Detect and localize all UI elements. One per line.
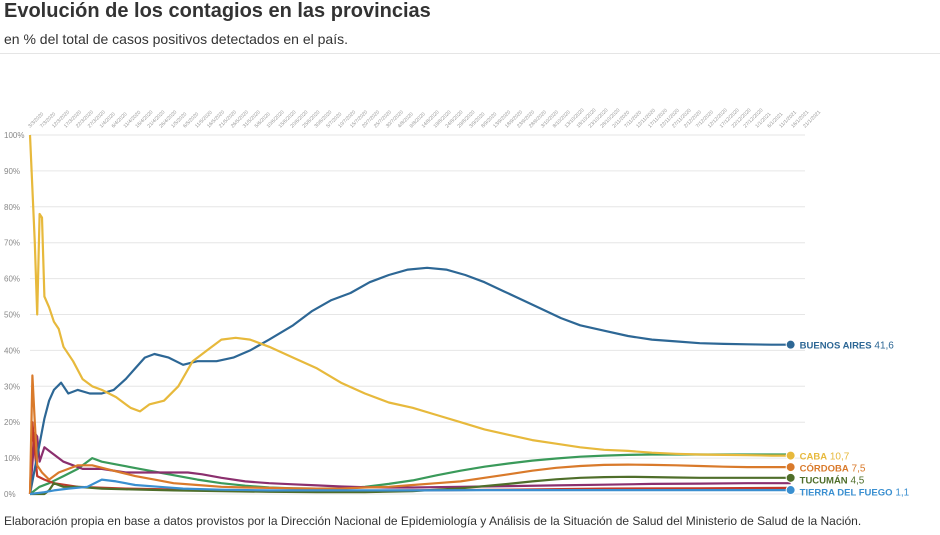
- chart-title: Evolución de los contagios en las provin…: [4, 0, 431, 22]
- series-end-marker: [785, 462, 796, 473]
- series-end-marker: [785, 450, 796, 461]
- series-end-marker: [785, 472, 796, 483]
- series-end-marker: [785, 485, 796, 496]
- chart-subtitle: en % del total de casos positivos detect…: [4, 31, 348, 47]
- series-name: TUCUMÁN: [800, 476, 848, 487]
- y-tick-label: 90%: [4, 167, 20, 176]
- series-name: CABA: [800, 452, 828, 463]
- series-end-label: TUCUMÁN 4,5: [800, 476, 865, 487]
- series-end-label: CABA 10,7: [800, 452, 850, 463]
- series-line: [28, 134, 791, 457]
- y-tick-label: 60%: [4, 275, 20, 284]
- series-line: [28, 266, 791, 495]
- series-end-value: 7,5: [849, 464, 866, 475]
- header-divider: [0, 53, 940, 54]
- y-tick-label: 50%: [4, 311, 20, 320]
- series-line: [28, 374, 791, 495]
- series-name: BUENOS AIRES: [800, 341, 872, 352]
- series-name: TIERRA DEL FUEGO: [800, 488, 893, 499]
- series-name: CÓRDOBA: [800, 463, 849, 475]
- series-line: [29, 478, 791, 496]
- series-end-value: 1,1: [893, 488, 910, 499]
- y-tick-label: 100%: [4, 131, 24, 140]
- y-tick-label: 0%: [4, 490, 16, 499]
- series-end-value: 4,5: [848, 476, 865, 487]
- source-footnote: Elaboración propia en base a datos provi…: [4, 514, 862, 528]
- series-line: [28, 431, 791, 495]
- series-end-label: CÓRDOBA 7,5: [800, 463, 866, 475]
- y-tick-label: 20%: [4, 418, 20, 427]
- series-line: [30, 475, 791, 496]
- series-end-value: 10,7: [827, 452, 850, 463]
- y-tick-label: 80%: [4, 203, 20, 212]
- series-end-label: TIERRA DEL FUEGO 1,1: [800, 488, 910, 499]
- series-end-label: BUENOS AIRES 41,6: [800, 341, 895, 352]
- y-tick-label: 40%: [4, 346, 20, 355]
- y-tick-label: 30%: [4, 382, 20, 391]
- y-tick-label: 10%: [4, 454, 20, 463]
- series-end-marker: [785, 339, 796, 350]
- y-tick-label: 70%: [4, 239, 20, 248]
- series-end-value: 41,6: [872, 341, 895, 352]
